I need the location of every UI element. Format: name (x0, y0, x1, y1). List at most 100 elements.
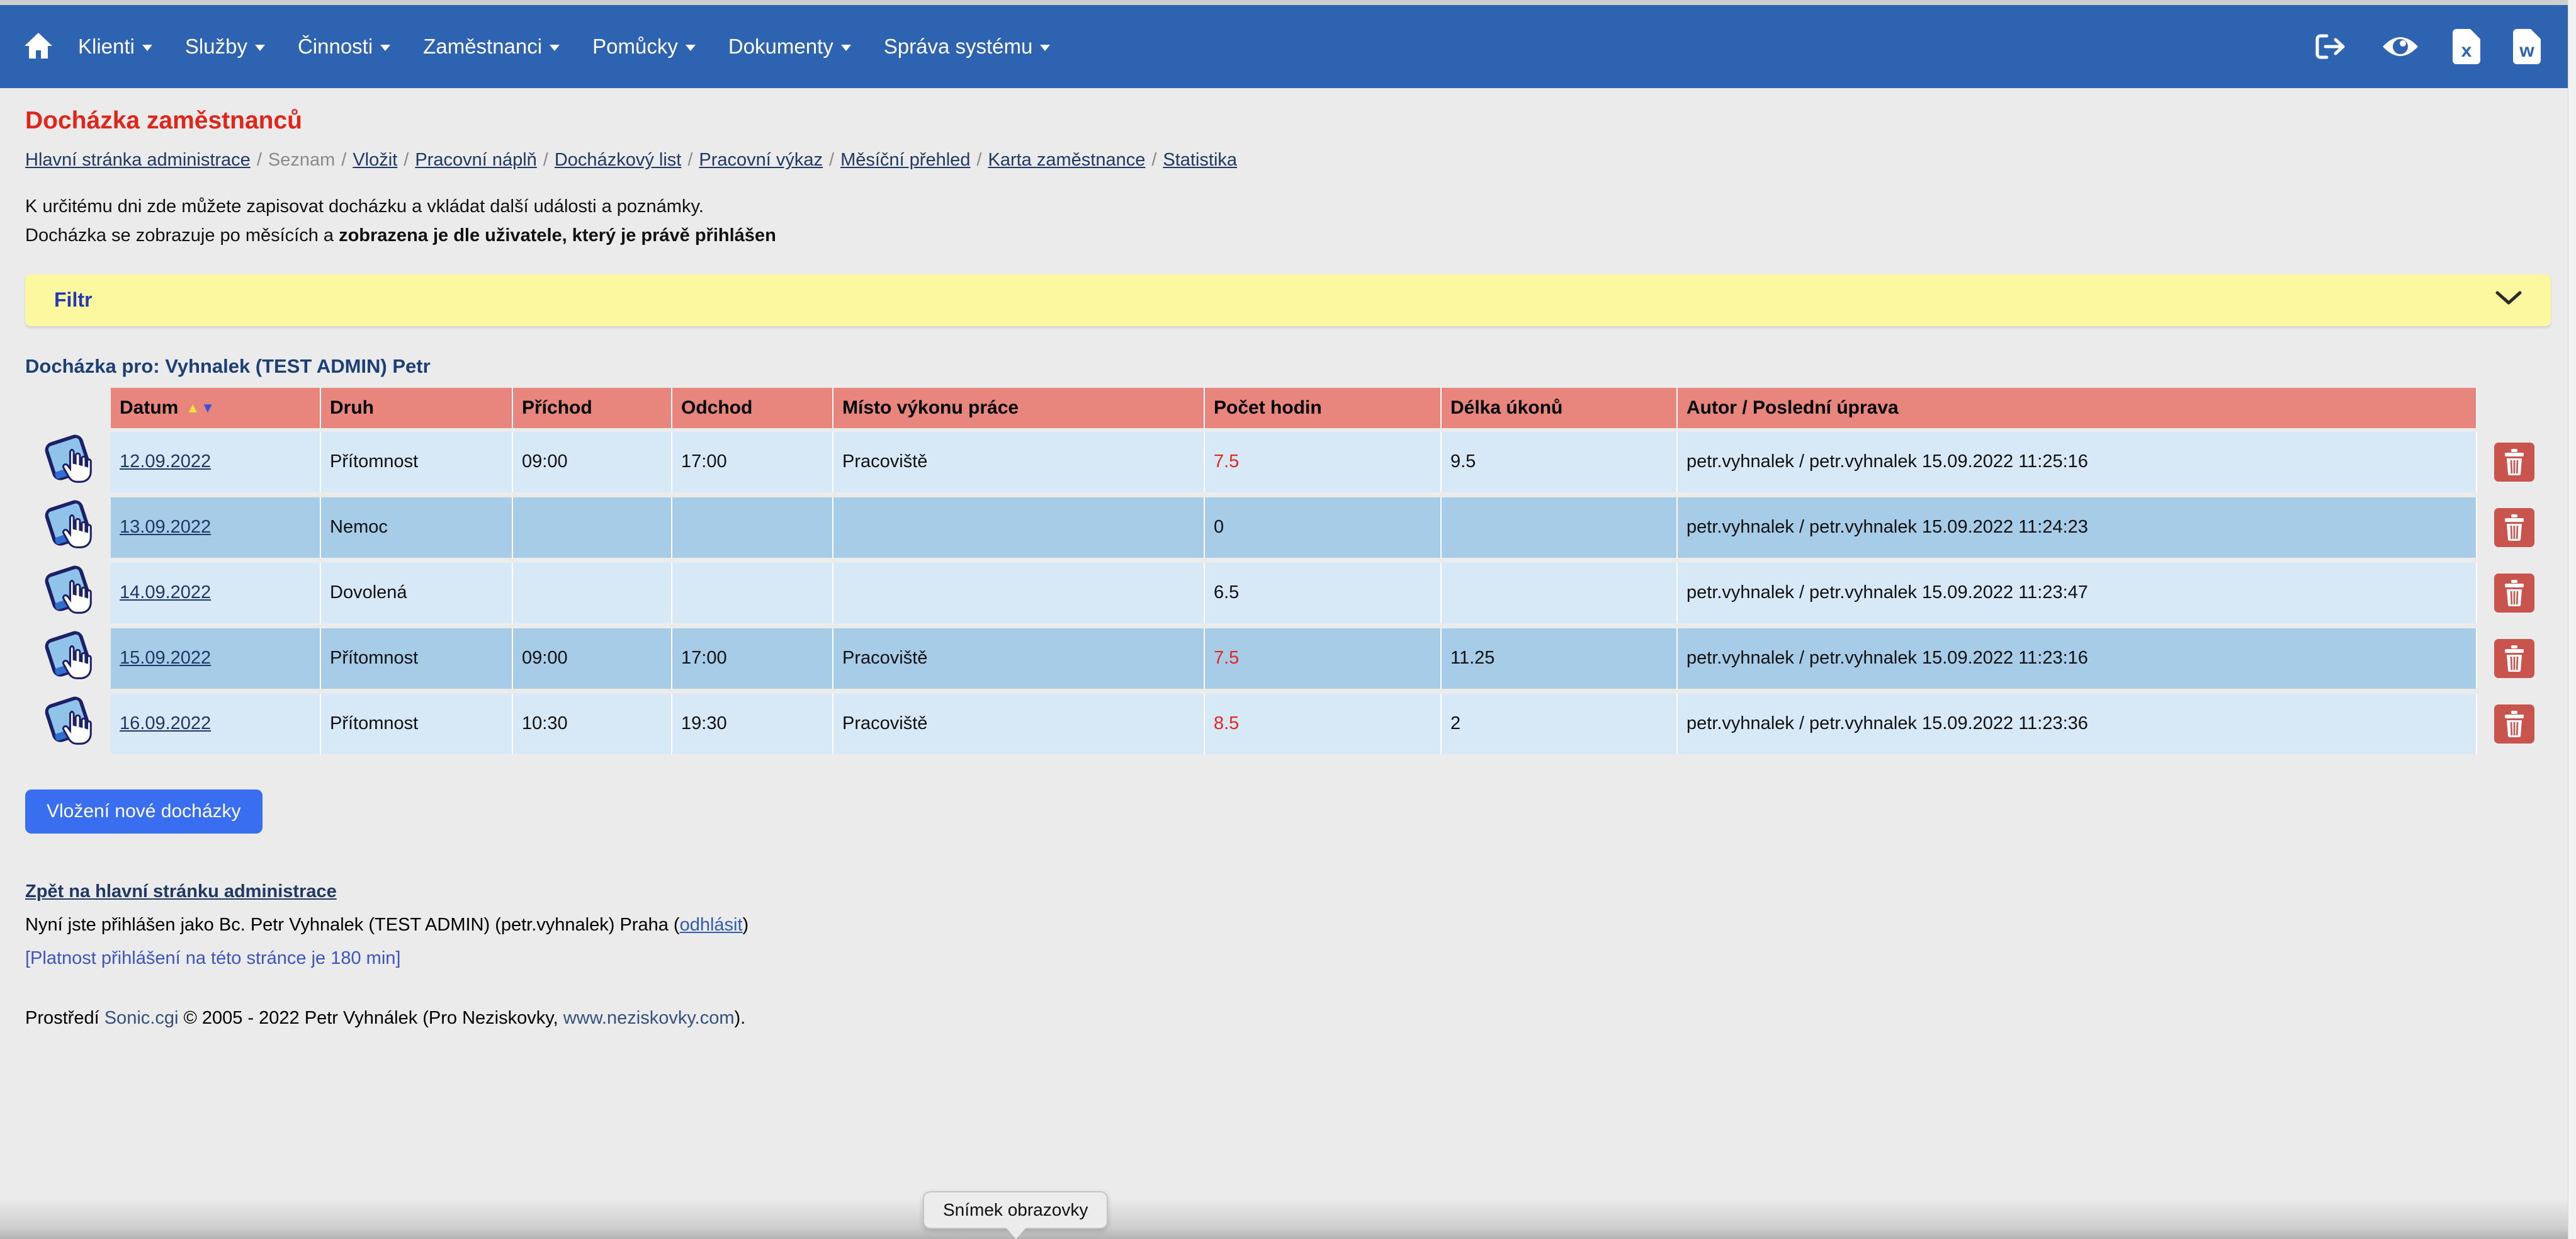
breadcrumb-separator: / (404, 150, 409, 170)
table-row: 15.09.2022 Přítomnost 09:00 17:00 Pracov… (25, 627, 2551, 690)
page-title: Docházka zaměstnanců (25, 107, 302, 134)
table-body: 12.09.2022 Přítomnost 09:00 17:00 Pracov… (25, 431, 2551, 755)
column-header-druh[interactable]: Druh (321, 387, 513, 428)
edit-row-icon[interactable] (39, 496, 99, 559)
cell-misto: Pracoviště (833, 628, 1205, 689)
column-header-misto[interactable]: Místo výkonu práce (833, 387, 1205, 428)
table-header-row: Datum ▲▼ Druh Příchod Odchod Místo výkon… (25, 387, 2551, 428)
window-top-strip (0, 0, 2576, 5)
column-header-datum[interactable]: Datum ▲▼ (111, 387, 321, 428)
logout-icon[interactable] (2313, 31, 2348, 62)
scrollbar-track[interactable] (2568, 0, 2576, 1239)
breadcrumb-item-1[interactable]: Hlavní stránka administrace (25, 150, 251, 170)
back-to-admin-link[interactable]: Zpět na hlavní stránku administrace (25, 881, 337, 902)
cell-druh: Nemoc (321, 497, 513, 558)
delete-row-button[interactable] (2494, 573, 2534, 613)
cell-prichod: 09:00 (513, 431, 672, 492)
cell-autor: petr.vyhnalek / petr.vyhnalek 15.09.2022… (1678, 431, 2478, 492)
breadcrumb-separator: / (829, 150, 835, 170)
delete-row-button[interactable] (2494, 704, 2534, 744)
caret-down-icon (142, 45, 152, 51)
breadcrumb-item-6[interactable]: Pracovní výkaz (699, 150, 823, 170)
chevron-down-icon (2495, 291, 2522, 309)
date-link[interactable]: 13.09.2022 (120, 517, 212, 538)
edit-row-icon[interactable] (39, 627, 99, 690)
breadcrumb-item-8[interactable]: Karta zaměstnance (988, 150, 1146, 170)
cell-odchod (672, 562, 833, 623)
neziskovky-link[interactable]: www.neziskovky.com (563, 1007, 735, 1028)
caret-down-icon (550, 45, 560, 51)
breadcrumb-separator: / (1151, 150, 1157, 170)
column-header-autor[interactable]: Autor / Poslední úprava (1678, 387, 2478, 428)
cell-prichod: 10:30 (513, 693, 672, 754)
cell-delka-ukonu: 11.25 (1442, 628, 1678, 689)
nav-item-4[interactable]: Zaměstnanci (423, 35, 560, 59)
breadcrumb-item-3[interactable]: Vložit (353, 150, 398, 170)
nav-item-6[interactable]: Dokumenty (728, 35, 851, 59)
caret-down-icon (1040, 45, 1051, 51)
breadcrumb-separator: / (687, 150, 693, 170)
cell-misto: Pracoviště (833, 431, 1205, 492)
login-status-line: Nyní jste přihlášen jako Bc. Petr Vyhnal… (25, 914, 749, 935)
sort-icons[interactable]: ▲▼ (186, 399, 216, 416)
intro-text: K určitému dni zde můžete zapisovat doch… (25, 192, 2551, 251)
cell-pocet-hodin: 7.5 (1205, 431, 1442, 492)
filter-bar[interactable]: Filtr (25, 274, 2551, 326)
breadcrumb-item-9[interactable]: Statistika (1163, 150, 1238, 170)
delete-row-button[interactable] (2494, 507, 2534, 547)
nav-item-1[interactable]: Klienti (78, 35, 152, 59)
column-header-delka-ukonu[interactable]: Délka úkonů (1442, 387, 1678, 428)
nav-item-5[interactable]: Pomůcky (592, 35, 696, 59)
nav-item-label: Klienti (78, 35, 135, 58)
nav-menu: Klienti Služby Činnosti Zaměstnanci Pomůcky D… (78, 35, 1083, 59)
navbar-right-icons: x w (2313, 29, 2541, 64)
date-link[interactable]: 16.09.2022 (120, 713, 212, 734)
logout-link[interactable]: odhlásit (679, 914, 743, 935)
edit-row-icon[interactable] (39, 562, 99, 625)
breadcrumb-item-5[interactable]: Docházkový list (554, 150, 682, 170)
table-row: 13.09.2022 Nemoc 0 petr.vyhnalek / petr.… (25, 496, 2551, 559)
cell-pocet-hodin: 7.5 (1205, 628, 1442, 689)
date-link[interactable]: 14.09.2022 (120, 582, 212, 603)
cell-prichod (513, 497, 672, 558)
edit-row-icon[interactable] (39, 693, 99, 755)
breadcrumb: Hlavní stránka administrace / Seznam / Vloži… (25, 150, 2551, 171)
home-button[interactable] (24, 31, 53, 62)
nav-item-2[interactable]: Služby (185, 35, 265, 59)
delete-row-button[interactable] (2494, 442, 2534, 482)
page-footer: Zpět na hlavní stránku administrace Nyní… (25, 881, 2551, 1028)
home-icon (24, 31, 53, 62)
date-link[interactable]: 15.09.2022 (120, 648, 212, 669)
caret-down-icon (254, 45, 265, 51)
date-link[interactable]: 12.09.2022 (120, 451, 212, 472)
cell-delka-ukonu (1442, 497, 1678, 558)
nav-item-7[interactable]: Správa systému (884, 35, 1051, 59)
sonic-link[interactable]: Sonic.cgi (104, 1007, 179, 1028)
word-export-icon[interactable]: w (2513, 29, 2541, 64)
cell-druh: Přítomnost (321, 431, 513, 492)
delete-row-button[interactable] (2494, 638, 2534, 678)
breadcrumb-item-7[interactable]: Měsíční přehled (840, 150, 971, 170)
nav-item-3[interactable]: Činnosti (298, 35, 391, 59)
main-navbar: Klienti Služby Činnosti Zaměstnanci Pomůcky D… (0, 5, 2576, 88)
column-header-prichod[interactable]: Příchod (513, 387, 672, 428)
column-header-pocet-hodin[interactable]: Počet hodin (1205, 387, 1442, 428)
excel-export-icon[interactable]: x (2453, 29, 2480, 64)
eye-icon[interactable] (2381, 33, 2420, 60)
tooltip-tail (1006, 1228, 1026, 1239)
session-validity: [Platnost přihlášení na této stránce je … (25, 948, 401, 968)
cell-delka-ukonu: 2 (1442, 693, 1678, 754)
intro-line-1: K určitému dni zde můžete zapisovat doch… (25, 196, 704, 217)
edit-row-icon[interactable] (39, 431, 99, 494)
breadcrumb-item-4[interactable]: Pracovní náplň (415, 150, 537, 170)
caret-down-icon (685, 45, 696, 51)
nav-item-label: Zaměstnanci (423, 35, 543, 58)
add-attendance-button[interactable]: Vložení nové docházky (25, 789, 263, 834)
cell-prichod: 09:00 (513, 628, 672, 689)
cell-odchod: 17:00 (672, 628, 833, 689)
caret-down-icon (380, 45, 391, 51)
column-header-odchod[interactable]: Odchod (672, 387, 833, 428)
cell-pocet-hodin: 8.5 (1205, 693, 1442, 754)
attendance-heading: Docházka pro: Vyhnalek (TEST ADMIN) Petr (25, 354, 431, 377)
cell-autor: petr.vyhnalek / petr.vyhnalek 15.09.2022… (1678, 562, 2478, 623)
